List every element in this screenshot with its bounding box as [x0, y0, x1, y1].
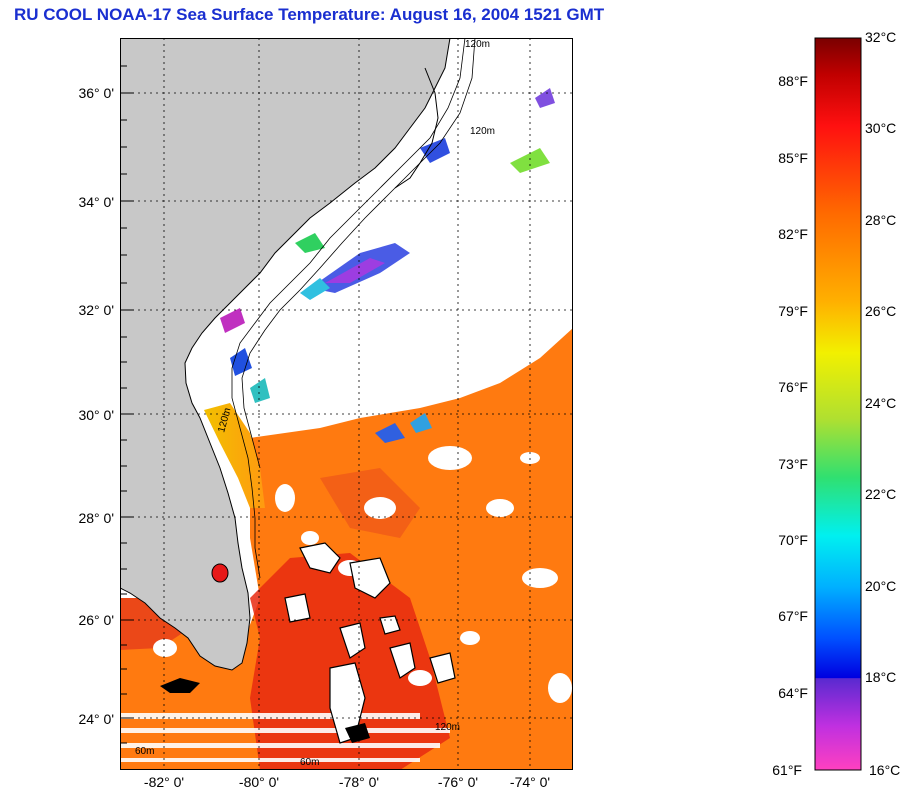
lon-label-74: -74° 0': [509, 774, 551, 790]
map-title: RU COOL NOAA-17 Sea Surface Temperature:…: [14, 5, 605, 24]
colorbar-f-label: 67°F: [778, 608, 808, 624]
axis-ticks: [120, 65, 134, 744]
lake-okeechobee: [211, 563, 229, 583]
lon-label-82: -82° 0': [143, 774, 185, 790]
lon-label-78: -78° 0': [338, 774, 380, 790]
lat-label-28: 28° 0': [78, 510, 114, 526]
colorbar-f-label: 73°F: [778, 456, 808, 472]
colorbar-c-label: 16°C: [869, 762, 901, 778]
colorbar-c-label: 26°C: [865, 303, 897, 319]
lat-label-36: 36° 0': [78, 85, 114, 101]
lat-label-34: 34° 0': [78, 194, 114, 210]
colorbar-f-label: 64°F: [778, 685, 808, 701]
contour-label: 120m: [470, 126, 495, 137]
map-frame: [120, 38, 573, 770]
colorbar-c-label: 24°C: [865, 395, 897, 411]
graticule: [120, 38, 573, 770]
colorbar-c-label: 20°C: [865, 578, 897, 594]
colorbar-c-label: 32°C: [865, 29, 897, 45]
colorbar-f-label: 82°F: [778, 226, 808, 242]
contour-label: 60m: [300, 757, 319, 768]
island-black: [345, 723, 370, 743]
colorbar-c-label: 22°C: [865, 486, 897, 502]
temperature-colorbar: [814, 37, 862, 771]
land-mass: [120, 38, 451, 671]
lat-label-32: 32° 0': [78, 302, 114, 318]
cloud-patches: [120, 446, 572, 762]
nearshore-band: [204, 403, 265, 508]
contour-label: 120m: [435, 722, 460, 733]
lat-label-30: 30° 0': [78, 407, 114, 423]
sst-map: 120m 120m 120m 60m 60m 120m: [120, 38, 573, 770]
colorbar-f-label: 76°F: [778, 379, 808, 395]
colorbar-f-label: 70°F: [778, 532, 808, 548]
colorbar-c-label: 18°C: [865, 669, 897, 685]
colorbar-c-label: 28°C: [865, 212, 897, 228]
bathymetry-contours: [231, 38, 476, 579]
contour-label: 120m: [465, 39, 490, 50]
cool-sst-streaks: [220, 88, 555, 443]
colorbar-f-label: 85°F: [778, 150, 808, 166]
contour-label: 60m: [135, 746, 154, 757]
colorbar-f-label: 79°F: [778, 303, 808, 319]
lon-label-76: -76° 0': [437, 774, 479, 790]
colorbar-c-label: 30°C: [865, 120, 897, 136]
lon-label-80: -80° 0': [238, 774, 280, 790]
colorbar-f-label: 88°F: [778, 73, 808, 89]
colorbar-f-label: 61°F: [772, 762, 802, 778]
outer-banks: [394, 67, 439, 189]
lat-label-24: 24° 0': [78, 711, 114, 727]
lat-label-26: 26° 0': [78, 612, 114, 628]
bahamas-islands: [284, 542, 456, 744]
florida-keys: [160, 678, 200, 693]
